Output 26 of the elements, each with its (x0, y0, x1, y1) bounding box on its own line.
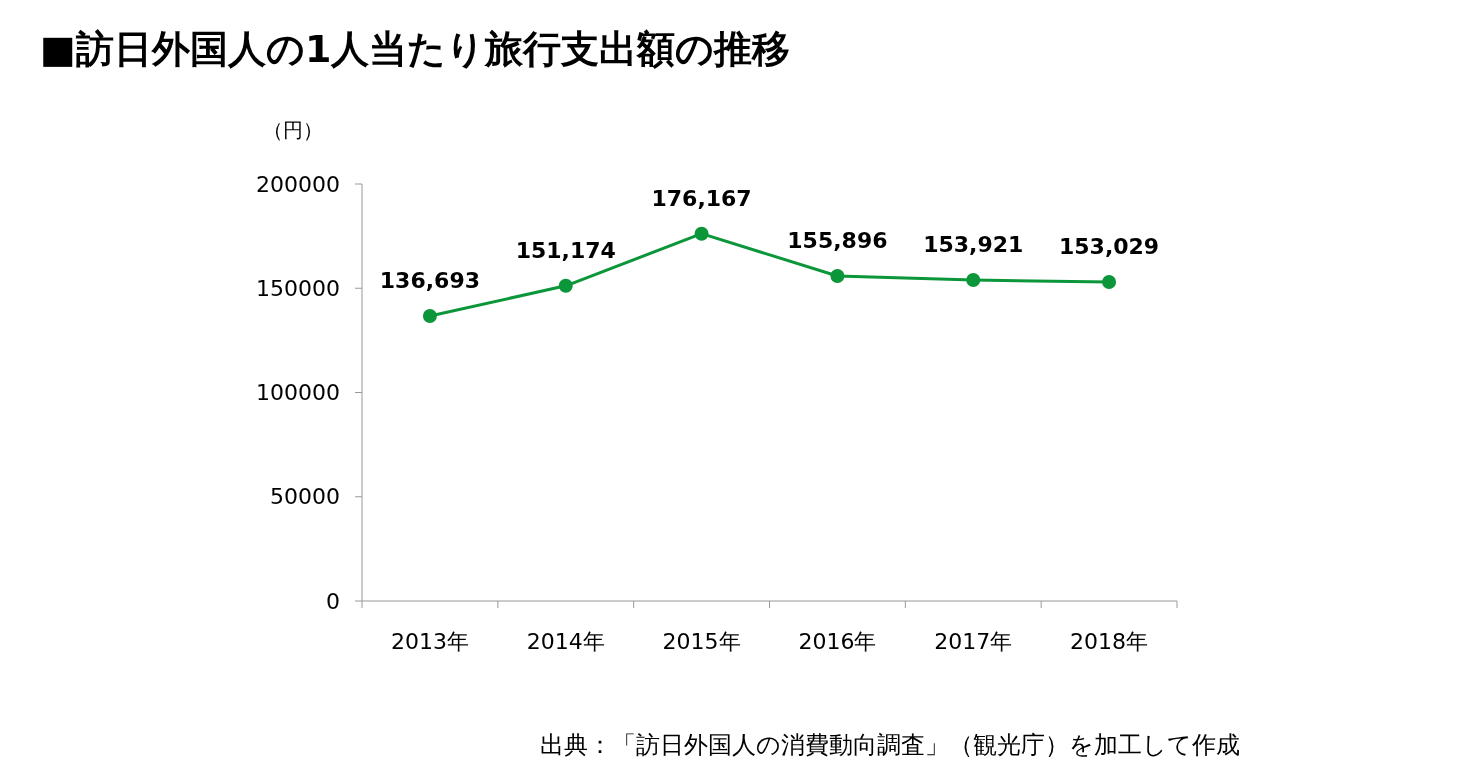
y-tick-label: 150000 (256, 275, 340, 301)
data-label: 155,896 (787, 227, 888, 253)
x-tick-label: 2017年 (934, 629, 1013, 654)
data-label: 153,921 (923, 232, 1024, 258)
x-tick-label: 2018年 (1070, 629, 1149, 654)
y-axis-title: （円） (263, 118, 323, 142)
source-note: 出典：「訪日外国人の消費動向調査」（観光庁）を加工して作成 (540, 731, 1240, 759)
data-label: 136,693 (379, 268, 481, 293)
x-tick-label: 2015年 (662, 629, 741, 654)
point (558, 278, 573, 293)
y-tick-label: 100000 (256, 380, 340, 406)
data-label: 153,029 (1058, 233, 1160, 259)
x-tick-label: 2016年 (798, 629, 877, 654)
data-label: 176,167 (651, 185, 752, 211)
data-label: 151,174 (515, 237, 616, 263)
y-tick-label: 0 (326, 588, 340, 614)
y-tick-label: 50000 (270, 484, 340, 510)
y-tick-label: 200000 (256, 171, 340, 197)
point (694, 226, 709, 241)
point (966, 273, 981, 288)
x-tick-label: 2013年 (390, 629, 469, 654)
point (422, 309, 437, 323)
x-tick-label: 2014年 (526, 629, 605, 654)
point (830, 268, 845, 283)
chart-title: ■訪日外国人の1人当たり旅行支出額の推移 (40, 27, 791, 71)
point (1102, 274, 1117, 289)
